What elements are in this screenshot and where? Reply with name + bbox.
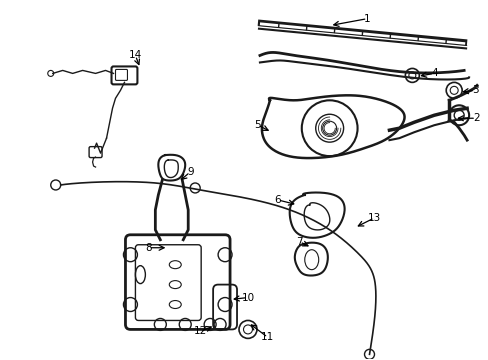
Text: 9: 9 xyxy=(186,167,193,177)
Text: 10: 10 xyxy=(241,293,254,302)
Text: 5: 5 xyxy=(254,120,261,130)
Text: 1: 1 xyxy=(364,14,370,24)
Text: 4: 4 xyxy=(430,68,437,78)
Text: 14: 14 xyxy=(128,50,142,60)
Text: 2: 2 xyxy=(472,113,478,123)
Text: 11: 11 xyxy=(261,332,274,342)
Text: 13: 13 xyxy=(367,213,380,223)
Text: 8: 8 xyxy=(145,243,151,253)
Text: 12: 12 xyxy=(193,327,206,336)
Text: 7: 7 xyxy=(296,237,303,247)
Text: 6: 6 xyxy=(274,195,281,205)
Text: 3: 3 xyxy=(471,85,477,95)
